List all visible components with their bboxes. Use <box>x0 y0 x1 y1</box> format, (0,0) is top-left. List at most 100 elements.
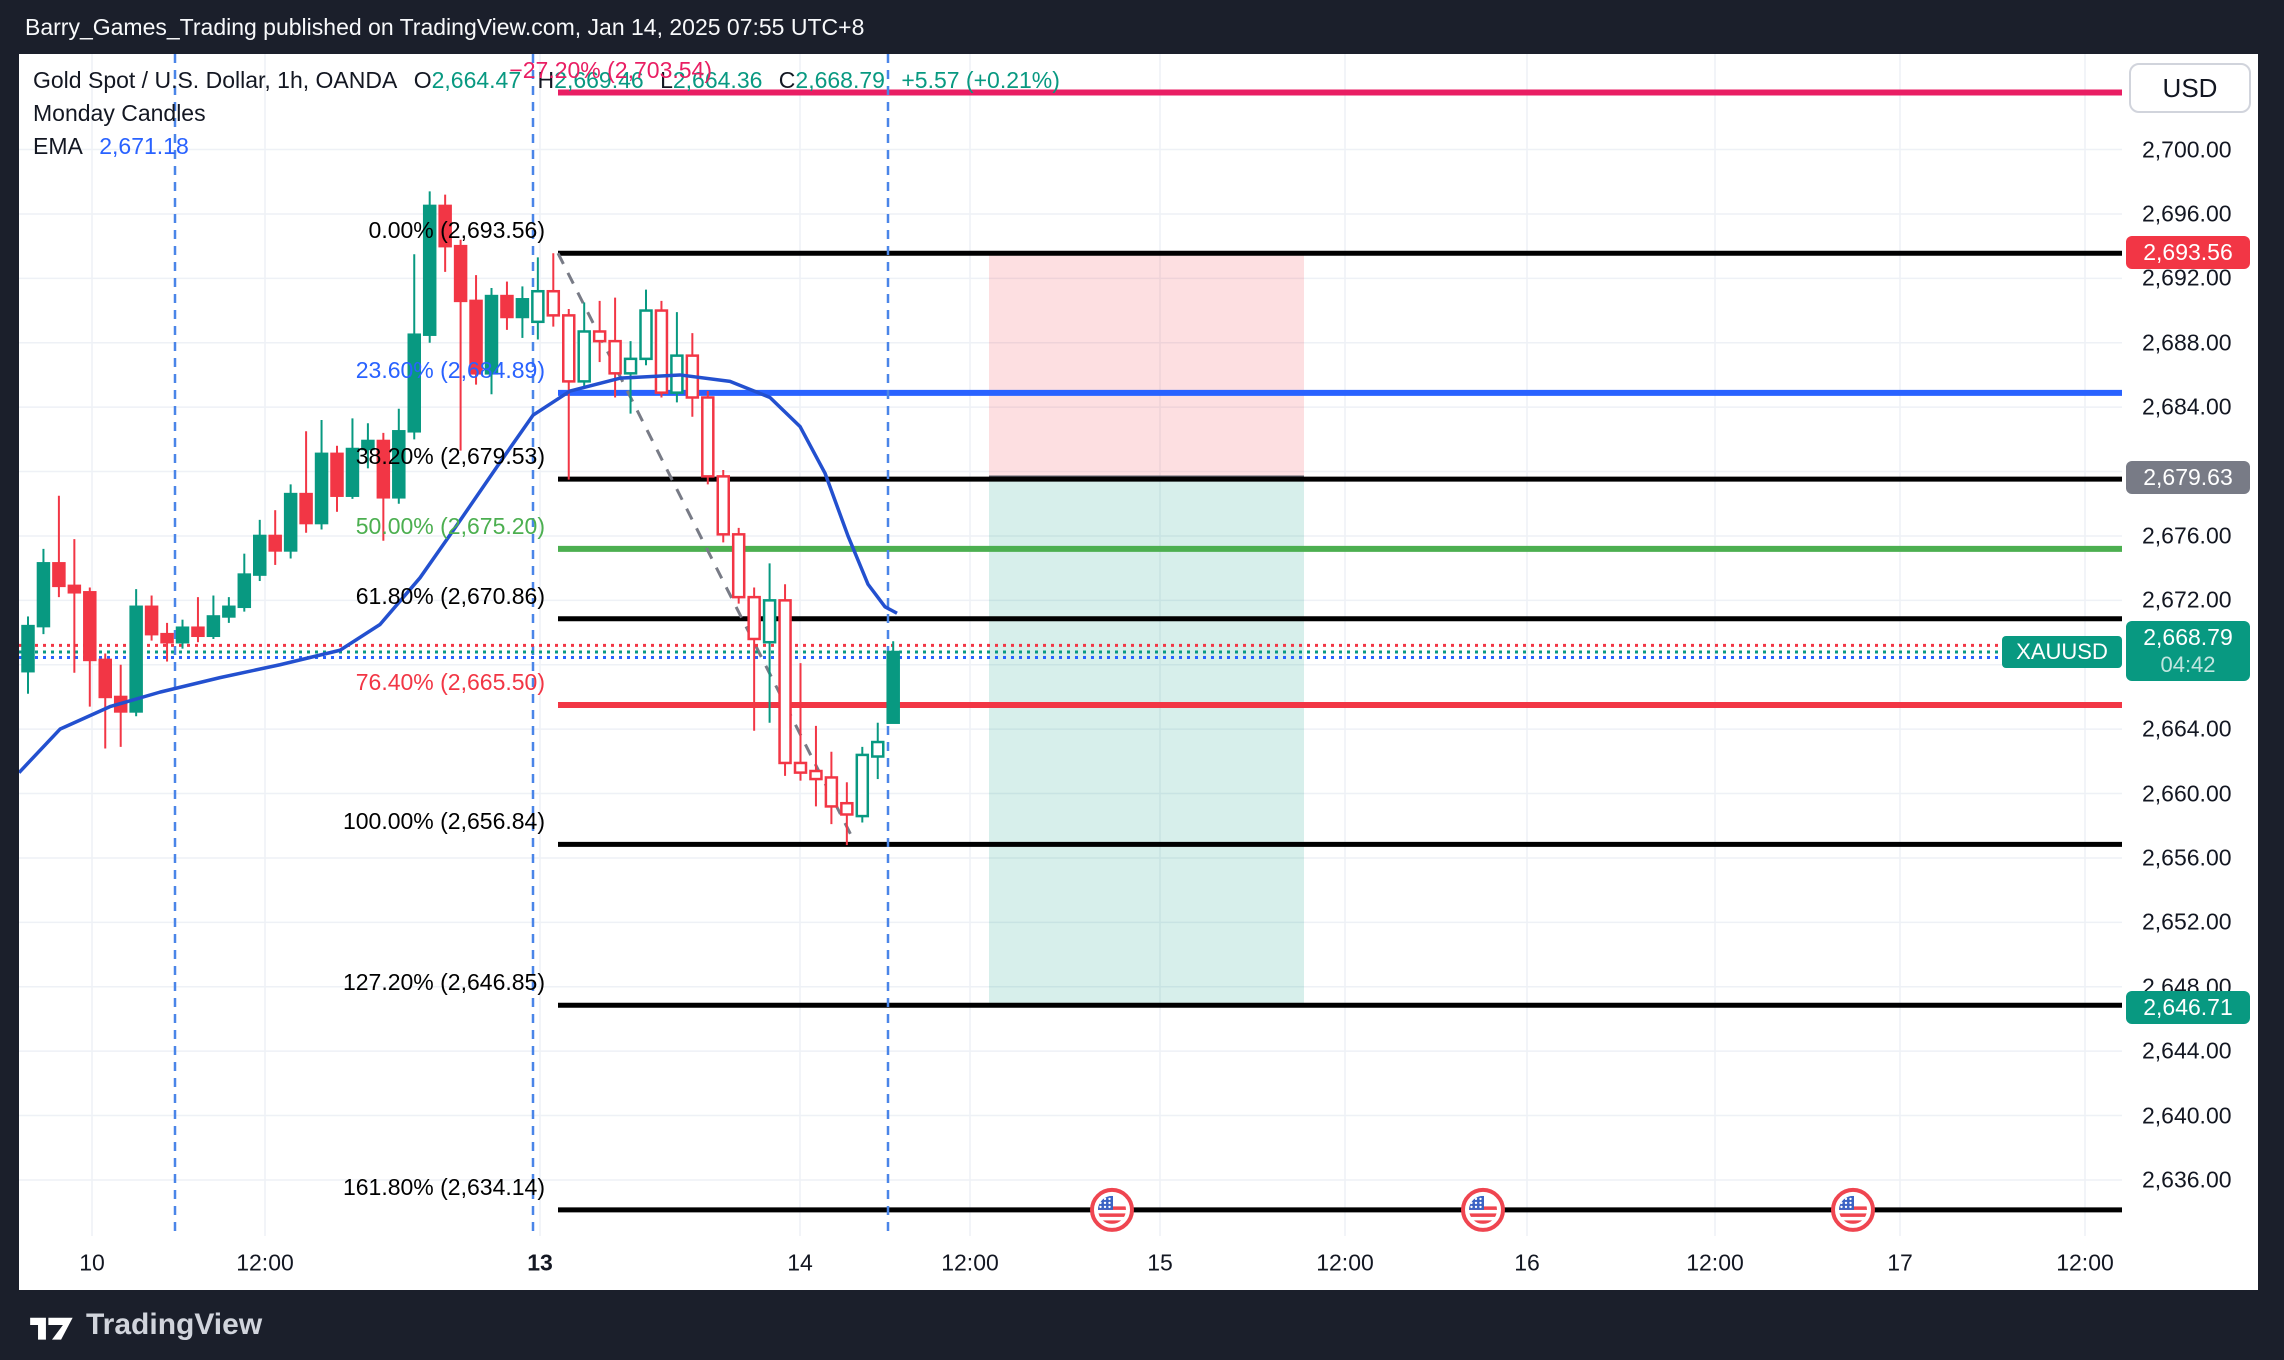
candle-38 <box>608 297 622 398</box>
price-badge-2,646.71: 2,646.71 <box>2126 990 2250 1024</box>
fibonacci-retracement-lines[interactable] <box>558 89 2122 1213</box>
price-badge-2,693.56: 2,693.56 <box>2126 236 2250 270</box>
candle-36 <box>577 302 591 388</box>
price-tick: 2,660.00 <box>2142 780 2232 807</box>
candle-22 <box>361 423 375 469</box>
ohlc-open-key: O <box>413 67 432 93</box>
candle-52 <box>824 751 839 825</box>
fib-level-label-100.00: 100.00% (2,656.84) <box>342 808 545 835</box>
indicator-title: EMA <box>33 133 83 159</box>
ema-line <box>19 373 898 774</box>
price-tick: 2,640.00 <box>2142 1102 2232 1129</box>
ohlc-low: L2,664.36 <box>660 67 762 93</box>
fib-level-label-38.20: 38.20% (2,679.53) <box>355 443 545 470</box>
badge-countdown: 04:42 <box>2160 652 2216 678</box>
price-tick: 2,692.00 <box>2142 264 2232 291</box>
us-flag-icon[interactable] <box>1831 1187 1875 1232</box>
badge-price: 2,679.63 <box>2143 463 2233 490</box>
time-tick-13: 13 <box>527 1249 553 1276</box>
candle-7 <box>129 589 143 717</box>
candle-50 <box>793 663 808 781</box>
currency-label: USD <box>2162 72 2218 103</box>
us-flag-icon[interactable] <box>1461 1187 1505 1232</box>
price-change: +5.57 (+0.21%) <box>901 67 1060 93</box>
candle-46 <box>731 527 746 604</box>
candle-49 <box>778 584 792 776</box>
candle-15 <box>253 519 267 582</box>
fib-level-label-23.60: 23.60% (2,684.89) <box>355 356 545 383</box>
fib-level-label-161.80: 161.80% (2,634.14) <box>342 1173 545 1200</box>
candle-8 <box>144 595 159 641</box>
time-tick-10: 10 <box>79 1249 105 1276</box>
candle-47 <box>747 587 761 731</box>
price-tick: 2,644.00 <box>2142 1037 2232 1064</box>
ohlc-high: H2,669.46 <box>538 67 644 93</box>
price-tick: 2,676.00 <box>2142 522 2232 549</box>
candle-35 <box>562 308 576 480</box>
symbol-ticker: XAUUSD <box>2016 639 2108 664</box>
price-tick: 2,684.00 <box>2142 393 2232 420</box>
short-position-tool[interactable] <box>989 253 1304 1008</box>
price-badge-2,668.79: 2,668.79 04:42 <box>2126 621 2250 682</box>
economic-event-markers[interactable] <box>1090 1187 1875 1232</box>
grid-lines <box>19 54 2122 1236</box>
candle-29 <box>469 275 483 385</box>
candle-21 <box>345 418 360 499</box>
candle-4 <box>83 587 97 707</box>
indicator-title: Monday Candles <box>33 100 206 126</box>
fib-level-label-127.20: 127.20% (2,646.85) <box>342 969 545 996</box>
price-axis[interactable]: USD 2,700.00 2,696.00 2,692.00 2,688.00 2,68… <box>2122 54 2258 1290</box>
ohlc-close-key: C <box>778 67 796 93</box>
time-tick-12:00: 12:00 <box>2056 1249 2114 1276</box>
legend-indicator-ema[interactable]: EMA 2,671.18 <box>33 130 1070 163</box>
currency-toggle-button[interactable]: USD <box>2129 63 2251 113</box>
ohlc-low-key: L <box>660 67 673 93</box>
candle-27 <box>438 194 452 272</box>
legend-indicator-monday-candles[interactable]: Monday Candles <box>33 97 1070 130</box>
ohlc-close-value: 2,668.79 <box>795 67 885 93</box>
candle-42 <box>670 312 684 403</box>
time-tick-17: 17 <box>1887 1249 1913 1276</box>
candle-45 <box>716 469 730 543</box>
candle-16 <box>268 510 282 565</box>
candle-24 <box>392 408 406 504</box>
time-axis[interactable]: 10 12:00 13 14 12:00 15 12:00 16 12:00 17 12:00 <box>19 1236 2122 1290</box>
chart-pane[interactable] <box>19 54 2122 1236</box>
price-tick: 2,688.00 <box>2142 329 2232 356</box>
candle-51 <box>809 725 823 807</box>
candle-56 <box>886 641 900 724</box>
candle-30 <box>484 288 499 395</box>
candle-20 <box>330 445 344 512</box>
title-bar: Barry_Games_Trading published on Trading… <box>0 0 2284 54</box>
us-flag-icon[interactable] <box>1090 1187 1134 1232</box>
badge-price: 2,668.79 <box>2143 624 2233 651</box>
candle-55 <box>871 722 885 780</box>
legend-symbol-row[interactable]: Gold Spot / U.S. Dollar, 1h, OANDA O2,66… <box>33 64 1070 97</box>
time-tick-12:00: 12:00 <box>236 1249 294 1276</box>
candle-0 <box>21 616 35 694</box>
price-chart-canvas[interactable] <box>19 54 2122 1236</box>
snapshot-title: Barry_Games_Trading published on Trading… <box>25 14 865 40</box>
chart-legend: Gold Spot / U.S. Dollar, 1h, OANDA O2,66… <box>33 64 1070 163</box>
chart-panel-background <box>19 54 2258 1290</box>
footer-bar: TradingView <box>0 1290 2284 1360</box>
candle-18 <box>299 431 313 533</box>
time-tick-12:00: 12:00 <box>1686 1249 1744 1276</box>
ohlc-low-value: 2,664.36 <box>672 67 763 93</box>
candle-32 <box>515 286 530 338</box>
candlesticks <box>21 191 900 846</box>
ohlc-close: C2,668.79 <box>779 67 885 93</box>
badge-price: 2,646.71 <box>2143 993 2233 1020</box>
ohlc-open-value: 2,664.47 <box>431 67 522 93</box>
candle-41 <box>654 300 669 398</box>
time-tick-16: 16 <box>1514 1249 1540 1276</box>
candle-12 <box>206 595 221 639</box>
candle-14 <box>237 553 252 612</box>
candle-48 <box>762 563 777 723</box>
candle-31 <box>500 281 514 330</box>
ohlc-high-key: H <box>537 67 555 93</box>
price-tick: 2,700.00 <box>2142 136 2232 163</box>
time-tick-12:00: 12:00 <box>941 1249 999 1276</box>
price-tick: 2,652.00 <box>2142 908 2232 935</box>
